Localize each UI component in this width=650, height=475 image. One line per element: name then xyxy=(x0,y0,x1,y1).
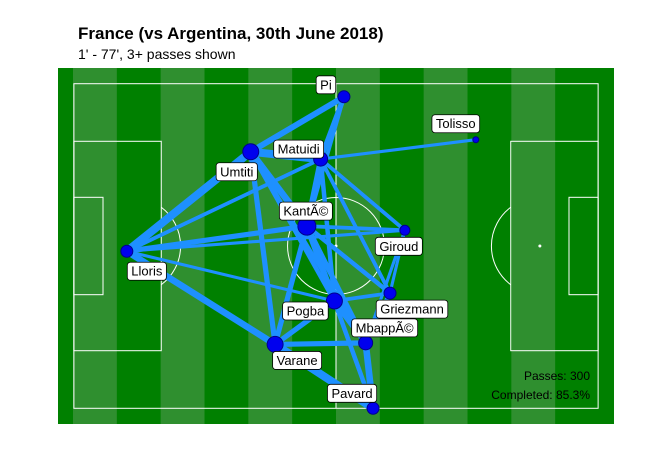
pass-edge xyxy=(125,249,336,303)
player-node xyxy=(383,286,397,300)
player-node xyxy=(358,335,374,351)
player-label-box xyxy=(315,75,337,95)
pass-edge xyxy=(124,157,323,254)
right-penalty-spot xyxy=(538,244,542,248)
player-node xyxy=(325,292,343,310)
player-node xyxy=(337,90,351,104)
left-goal-area xyxy=(73,196,104,296)
player-label: Pi xyxy=(315,75,337,95)
right-penalty-arc xyxy=(490,206,512,286)
pass-edge xyxy=(272,223,310,348)
player-nodes xyxy=(120,90,480,415)
player-label-text: Umtiti xyxy=(220,164,253,179)
pitch-stripe xyxy=(73,68,117,424)
player-label-text: Varane xyxy=(277,353,318,368)
player-label: MbappÃ© xyxy=(351,318,419,338)
player-label-text: Giroud xyxy=(379,239,418,254)
player-label-text: Lloris xyxy=(131,264,163,279)
completion-rate: Completed: 85.3% xyxy=(491,388,590,402)
player-label-text: Pavard xyxy=(331,386,372,401)
player-label-box xyxy=(375,299,449,319)
player-label-text: Pi xyxy=(320,77,332,92)
pass-edge xyxy=(248,149,368,345)
player-label-box xyxy=(282,301,329,321)
player-label: Griezmann xyxy=(375,299,449,319)
player-label: Tolisso xyxy=(431,114,481,134)
player-label: KantÃ© xyxy=(278,201,333,221)
player-label-box xyxy=(126,261,167,281)
pass-edge xyxy=(318,157,407,233)
player-label: Giroud xyxy=(374,236,423,256)
right-goal-area xyxy=(568,196,599,296)
player-node xyxy=(366,401,380,415)
player-label: Lloris xyxy=(126,261,167,281)
player-label-text: Tolisso xyxy=(436,116,476,131)
pass-edge xyxy=(248,149,278,348)
player-label-text: Pogba xyxy=(287,303,325,318)
pass-edge xyxy=(304,224,407,233)
player-node xyxy=(399,224,411,236)
player-label-box xyxy=(431,114,481,134)
player-label-box xyxy=(273,139,325,159)
player-label-box xyxy=(351,318,419,338)
pass-edge xyxy=(247,93,347,155)
player-node xyxy=(242,143,260,161)
passes-count: Passes: 300 xyxy=(524,369,590,383)
player-label-box xyxy=(272,351,322,370)
pass-edge xyxy=(319,138,478,161)
player-label-text: MbappÃ© xyxy=(356,320,414,335)
chart-subtitle: 1' - 77', 3+ passes shown xyxy=(78,46,236,62)
player-node xyxy=(472,136,480,144)
player-label: Varane xyxy=(272,351,322,370)
player-label: Matuidi xyxy=(273,139,325,159)
pitch-stripe xyxy=(248,68,293,424)
pass-edge xyxy=(332,291,392,303)
player-label: Pogba xyxy=(282,301,329,321)
player-label: Pavard xyxy=(327,383,378,403)
player-label-box xyxy=(278,201,333,221)
player-label-text: Griezmann xyxy=(380,302,444,317)
pass-edge xyxy=(304,223,393,296)
player-node xyxy=(120,244,134,258)
player-label-text: KantÃ© xyxy=(283,204,328,219)
player-label-box xyxy=(215,162,258,182)
player-label: Umtiti xyxy=(215,162,258,182)
player-node xyxy=(266,335,284,353)
pitch-stripe xyxy=(511,68,556,424)
player-label-box xyxy=(374,236,423,256)
pass-edge xyxy=(124,223,310,254)
player-labels: Lloris Umtiti Pi Matuidi KantÃ© Giroud Griezma… xyxy=(126,75,481,403)
pass-edge xyxy=(318,157,392,296)
chart-title: France (vs Argentina, 30th June 2018) xyxy=(78,24,384,43)
pass-edge xyxy=(272,340,369,348)
player-label-text: Matuidi xyxy=(278,142,320,157)
player-label-box xyxy=(327,383,378,403)
